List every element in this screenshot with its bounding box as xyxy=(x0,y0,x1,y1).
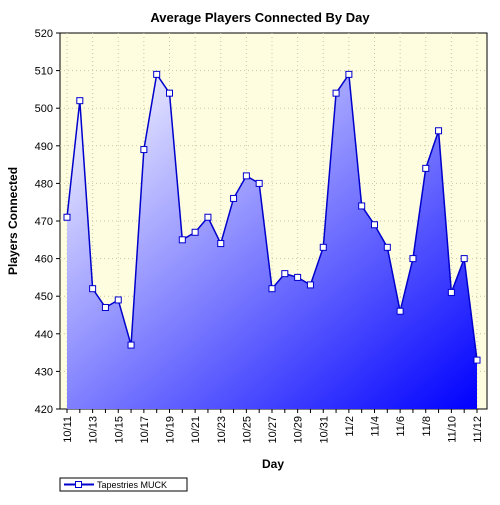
data-point-marker xyxy=(242,172,250,180)
data-point-marker xyxy=(358,202,366,210)
y-tick-label: 490 xyxy=(35,141,53,153)
legend-series-name: Tapestries MUCK xyxy=(97,480,167,490)
data-point-marker xyxy=(204,213,212,221)
data-point-marker xyxy=(383,243,391,251)
legend-swatch-marker xyxy=(75,481,82,488)
y-tick-label: 510 xyxy=(35,66,53,78)
y-axis: 420 430 440 450 460 470 480 490 500 510 520 xyxy=(35,28,60,416)
data-point-marker xyxy=(127,341,135,349)
x-tick-label: 10/15 xyxy=(113,416,125,444)
data-point-marker xyxy=(178,236,186,244)
x-tick-label: 10/25 xyxy=(241,416,253,444)
data-point-marker xyxy=(217,240,225,248)
y-tick-label: 450 xyxy=(35,291,53,303)
x-tick-label: 11/12 xyxy=(472,416,484,443)
chart-title: Average Players Connected By Day xyxy=(150,10,370,25)
data-point-marker xyxy=(255,179,263,187)
data-point-marker xyxy=(332,89,340,97)
x-axis-label: Day xyxy=(262,457,284,471)
x-tick-label: 10/27 xyxy=(267,416,279,444)
data-point-marker xyxy=(114,296,122,304)
series-area-fill xyxy=(67,74,477,410)
x-tick-label: 10/29 xyxy=(293,416,305,444)
data-point-marker xyxy=(396,307,404,315)
y-tick-label: 420 xyxy=(35,404,53,416)
y-tick-label: 500 xyxy=(35,103,53,115)
data-point-marker xyxy=(409,255,417,263)
data-point-marker xyxy=(306,281,314,289)
data-point-marker xyxy=(76,97,84,105)
x-tick-label: 11/4 xyxy=(370,416,382,437)
data-point-marker xyxy=(447,288,455,296)
x-tick-label: 11/2 xyxy=(344,416,356,437)
x-tick-label: 11/8 xyxy=(421,416,433,437)
data-point-marker xyxy=(101,303,109,311)
x-tick-label: 10/11 xyxy=(62,416,74,443)
x-tick-label: 11/6 xyxy=(395,416,407,437)
data-point-marker xyxy=(460,255,468,263)
y-tick-label: 440 xyxy=(35,329,53,341)
legend: Tapestries MUCK xyxy=(59,477,188,492)
data-point-marker xyxy=(153,70,161,78)
data-point-marker xyxy=(319,243,327,251)
data-point-marker xyxy=(230,194,238,202)
x-tick-label: 10/21 xyxy=(190,416,202,444)
y-tick-label: 470 xyxy=(35,216,53,228)
data-point-marker xyxy=(473,356,481,364)
x-tick-label: 11/10 xyxy=(446,416,458,443)
data-point-marker xyxy=(268,285,276,293)
y-tick-label: 480 xyxy=(35,178,53,190)
data-point-marker xyxy=(166,89,173,97)
x-tick-label: 10/17 xyxy=(139,416,151,444)
y-tick-label: 520 xyxy=(35,28,53,40)
series-markers xyxy=(63,70,481,364)
y-tick-label: 460 xyxy=(35,254,53,266)
x-tick-label: 10/31 xyxy=(318,416,330,444)
data-point-marker xyxy=(422,164,430,172)
data-point-marker xyxy=(89,285,97,293)
x-tick-label: 10/19 xyxy=(165,416,177,444)
x-tick-label: 10/13 xyxy=(88,416,100,444)
x-axis: 10/11 10/13 10/15 10/17 10/19 10/21 10/23 10/25… xyxy=(62,409,484,444)
data-point-marker xyxy=(281,270,289,278)
data-point-marker xyxy=(140,146,148,154)
data-point-marker xyxy=(345,70,353,78)
data-point-marker xyxy=(191,228,199,236)
data-point-marker xyxy=(435,127,443,135)
x-tick-label: 10/23 xyxy=(216,416,228,444)
legend-box xyxy=(59,477,188,492)
y-tick-label: 430 xyxy=(35,366,53,378)
data-point-marker xyxy=(294,273,302,281)
data-point-marker xyxy=(371,221,378,229)
y-axis-label: Players Connected xyxy=(6,167,20,275)
data-point-marker xyxy=(63,213,71,221)
